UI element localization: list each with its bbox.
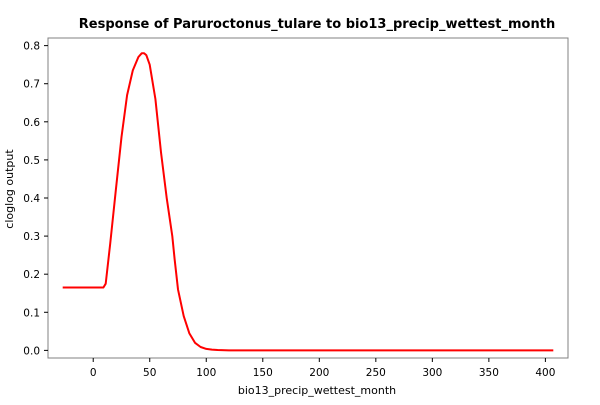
x-tick-label: 50	[143, 367, 156, 379]
y-tick-label: 0.8	[23, 41, 40, 53]
y-tick-label: 0.0	[23, 345, 40, 357]
x-tick-label: 100	[196, 367, 216, 379]
x-tick-label: 400	[535, 367, 555, 379]
plot-frame-layer	[47, 37, 569, 359]
x-tick-label: 200	[309, 367, 329, 379]
y-tick-label: 0.6	[23, 117, 40, 129]
y-tick-label: 0.4	[23, 193, 40, 205]
y-tick-label: 0.2	[23, 269, 40, 281]
x-tick-label: 300	[422, 367, 442, 379]
x-axis-label: bio13_precip_wettest_month	[238, 384, 396, 397]
y-tick-label: 0.5	[23, 155, 40, 167]
y-tick-label: 0.1	[23, 307, 40, 319]
tick-layer: 0 50 100 150 200 250 300 350 400 0.0 0.1 0.2 0.3 0.4 0…	[23, 41, 555, 379]
plot-background	[48, 38, 568, 358]
chart-title: Response of Paruroctonus_tulare to bio13…	[79, 17, 555, 32]
series-layer	[62, 52, 554, 352]
y-tick-label: 0.7	[23, 79, 40, 91]
x-tick-label: 350	[479, 367, 499, 379]
response-curve	[62, 52, 554, 352]
y-axis-label: cloglog output	[3, 149, 16, 229]
x-tick-label: 0	[90, 367, 97, 379]
x-tick-label: 250	[366, 367, 386, 379]
x-tick-label: 150	[253, 367, 273, 379]
y-tick-label: 0.3	[23, 231, 40, 243]
